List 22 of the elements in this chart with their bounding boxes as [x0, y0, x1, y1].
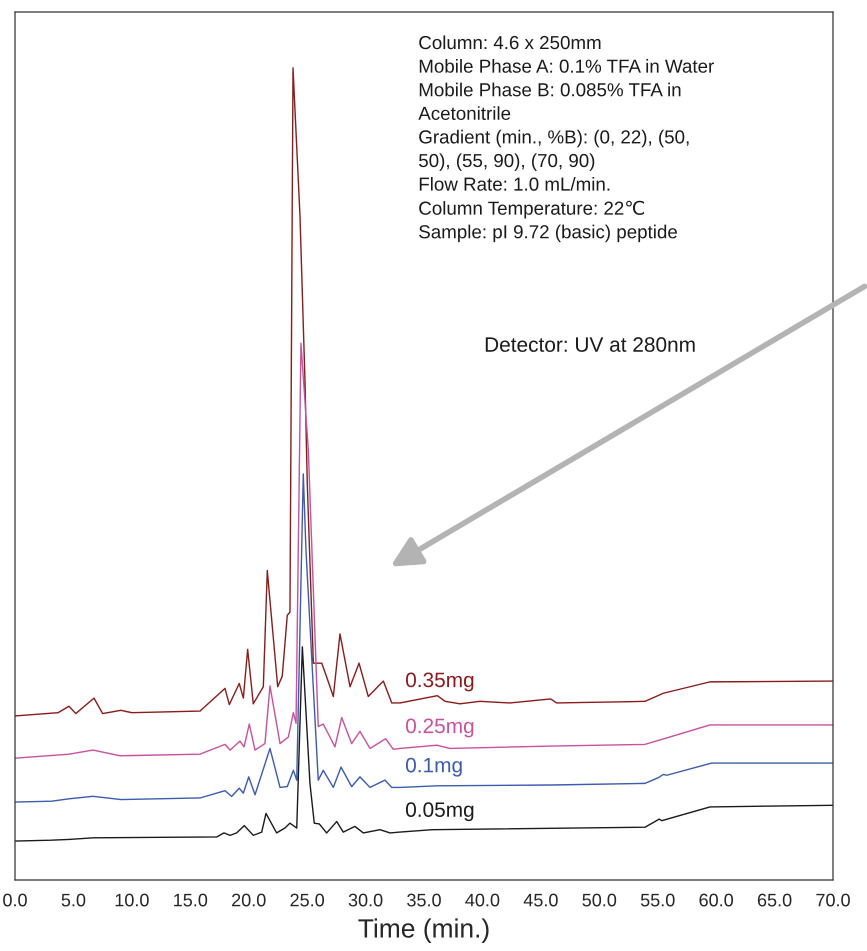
- x-tick-label: 50.0: [582, 894, 616, 906]
- x-tick-label: 45.0: [524, 894, 558, 906]
- series-label: 0.05mg: [406, 802, 474, 822]
- x-tick-label: 5.0: [62, 894, 86, 906]
- series-label: 0.1mg: [406, 758, 462, 777]
- series-label: 0.35mg: [406, 672, 474, 692]
- x-tick-label: 65.0: [758, 894, 792, 906]
- annotation: Detector: UV at 280nm: [486, 337, 695, 352]
- x-tick-label: 60.0: [699, 894, 734, 906]
- text: Column: 4.6 x 250mm Mobile Phase A: 0.1% TFA in Water Mobile Phase B: 0.085% TFA in Acetonitrile Gradient (min., %B): (0, 22), (50, 50), (55, 90), (70, 90) Flow Rate: 1.0 mL/min. Column Temperature: 22℃ Sample: pI 9.72 (basic) peptide: [418, 35, 714, 242]
- x-tick-label: 15.0: [174, 894, 208, 906]
- x-tick-label: 25.0: [290, 894, 324, 906]
- x-tick-label: 55.0: [640, 894, 675, 906]
- x-tick-label: 70.0: [816, 894, 850, 906]
- x-tick-label: 10.0: [116, 894, 149, 906]
- x-tick-label: 30.0: [348, 894, 382, 906]
- x-tick-label: 40.0: [465, 894, 500, 906]
- x-tick-label: 35.0: [407, 894, 441, 906]
- series-label: 0.25mg: [406, 718, 474, 738]
- x-tick-label: 0.0: [3, 894, 27, 906]
- x-axis-title: Time (min.): [358, 918, 489, 943]
- x-tick-label: 20.0: [232, 894, 266, 906]
